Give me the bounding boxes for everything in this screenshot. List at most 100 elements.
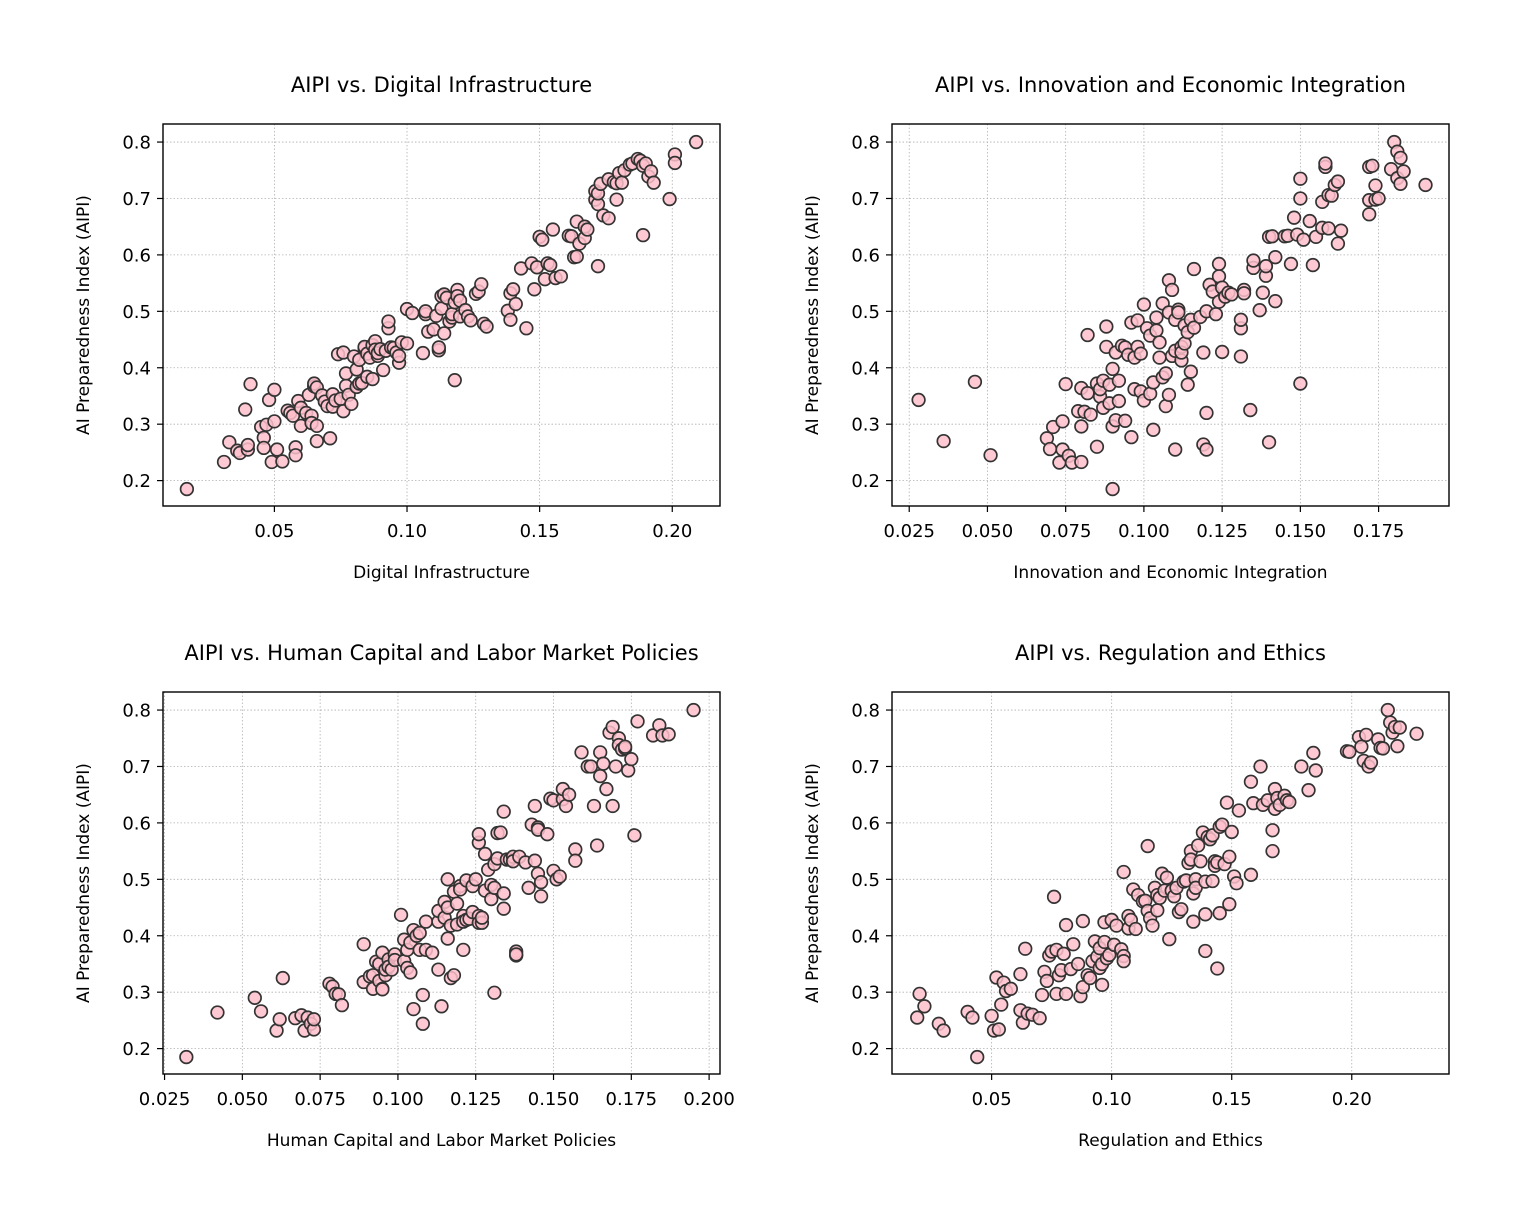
data-point: [1330, 174, 1346, 189]
data-point: [1265, 823, 1280, 838]
data-point: [984, 1008, 999, 1024]
data-point: [1243, 402, 1258, 418]
data-point: [1302, 213, 1317, 229]
data-point: [917, 999, 932, 1014]
data-point: [1190, 838, 1206, 853]
data-point: [527, 853, 543, 868]
data-point: [1205, 873, 1220, 889]
data-point: [381, 314, 396, 329]
data-point: [1268, 250, 1283, 265]
y-tick-label: 0.7: [122, 757, 151, 778]
data-point: [519, 321, 534, 336]
data-point: [1252, 303, 1267, 318]
data-point: [1231, 803, 1247, 818]
data-point: [1265, 229, 1280, 244]
axes-frame: [891, 691, 1450, 1075]
data-point: [1305, 257, 1321, 273]
data-point: [1296, 232, 1311, 247]
data-point: [1306, 745, 1321, 761]
data-point: [1333, 223, 1349, 238]
data-point: [1164, 282, 1180, 298]
data-point: [1199, 405, 1214, 421]
data-point: [1229, 876, 1244, 891]
data-point: [1293, 191, 1308, 206]
data-point: [596, 756, 611, 771]
data-point: [553, 269, 569, 284]
data-point: [686, 702, 701, 718]
data-point: [1365, 158, 1380, 173]
data-point: [415, 1016, 430, 1031]
data-point: [1111, 373, 1127, 388]
data-point: [1219, 795, 1235, 810]
data-point: [1105, 361, 1120, 377]
data-point: [487, 985, 502, 1000]
data-point: [1018, 941, 1033, 956]
data-point: [1186, 261, 1202, 277]
x-tick-label: 0.125: [1196, 521, 1248, 542]
data-point: [635, 228, 651, 243]
data-point: [474, 277, 489, 292]
data-point: [970, 1049, 985, 1065]
x-tick-label: 0.05: [254, 521, 294, 542]
data-point: [627, 828, 642, 843]
y-tick-label: 0.6: [122, 245, 151, 266]
data-point: [1080, 327, 1095, 343]
data-point: [533, 875, 549, 890]
x-tick-label: 0.100: [1118, 521, 1170, 542]
data-point: [365, 371, 380, 387]
y-tick-label: 0.7: [851, 189, 880, 210]
data-point: [521, 880, 536, 895]
data-point: [1198, 943, 1213, 959]
data-point: [601, 211, 616, 226]
data-point: [247, 990, 262, 1005]
data-point: [446, 968, 462, 983]
data-point: [688, 134, 704, 150]
data-point: [474, 910, 490, 925]
data-point: [1196, 345, 1211, 360]
x-tick-label: 0.05: [972, 1089, 1012, 1110]
data-point: [1283, 256, 1299, 272]
data-point: [344, 396, 359, 412]
data-point: [1158, 366, 1173, 381]
data-point: [1193, 854, 1208, 869]
data-point: [1149, 310, 1164, 325]
data-point: [496, 804, 511, 819]
data-point: [1058, 917, 1074, 933]
data-point: [216, 454, 232, 470]
data-point: [1265, 843, 1280, 859]
data-point: [965, 1010, 980, 1025]
data-point: [418, 914, 434, 929]
data-point: [334, 998, 350, 1013]
data-point: [1321, 221, 1336, 236]
data-point: [1375, 741, 1391, 756]
y-tick-label: 0.2: [851, 471, 880, 492]
x-tick-label: 0.20: [652, 521, 692, 542]
y-axis-label: AI Preparedness Index (AIPI): [74, 195, 94, 435]
data-point: [605, 719, 620, 735]
data-point: [1152, 350, 1167, 365]
data-point: [1198, 907, 1213, 922]
data-point: [415, 345, 431, 361]
x-axis-label: Human Capital and Labor Market Policies: [267, 1131, 616, 1151]
data-point: [275, 970, 290, 986]
data-point: [561, 787, 577, 802]
data-point: [605, 798, 620, 814]
axes-frame: [162, 123, 721, 507]
data-point: [1032, 1010, 1047, 1026]
data-point: [240, 437, 256, 453]
chart-title: AIPI vs. Regulation and Ethics: [1015, 641, 1326, 665]
data-point: [1286, 210, 1302, 225]
data-point: [1058, 986, 1074, 1002]
data-point: [552, 869, 567, 884]
data-point: [1094, 977, 1110, 992]
data-point: [630, 714, 645, 729]
data-point: [1261, 435, 1277, 450]
data-point: [449, 896, 465, 911]
data-point: [406, 1001, 421, 1017]
plot-area: 0.025 0.050 0.075 0.100 0.125 0.150 0.175 0.2 0.…: [851, 123, 1450, 542]
data-point: [568, 853, 583, 868]
chart-panel-innovation-economic-integration: AIPI vs. Innovation and Economic Integra…: [803, 73, 1450, 583]
x-tick-label: 0.025: [139, 1089, 191, 1110]
axes-frame: [891, 123, 1450, 507]
data-point: [1380, 702, 1395, 718]
